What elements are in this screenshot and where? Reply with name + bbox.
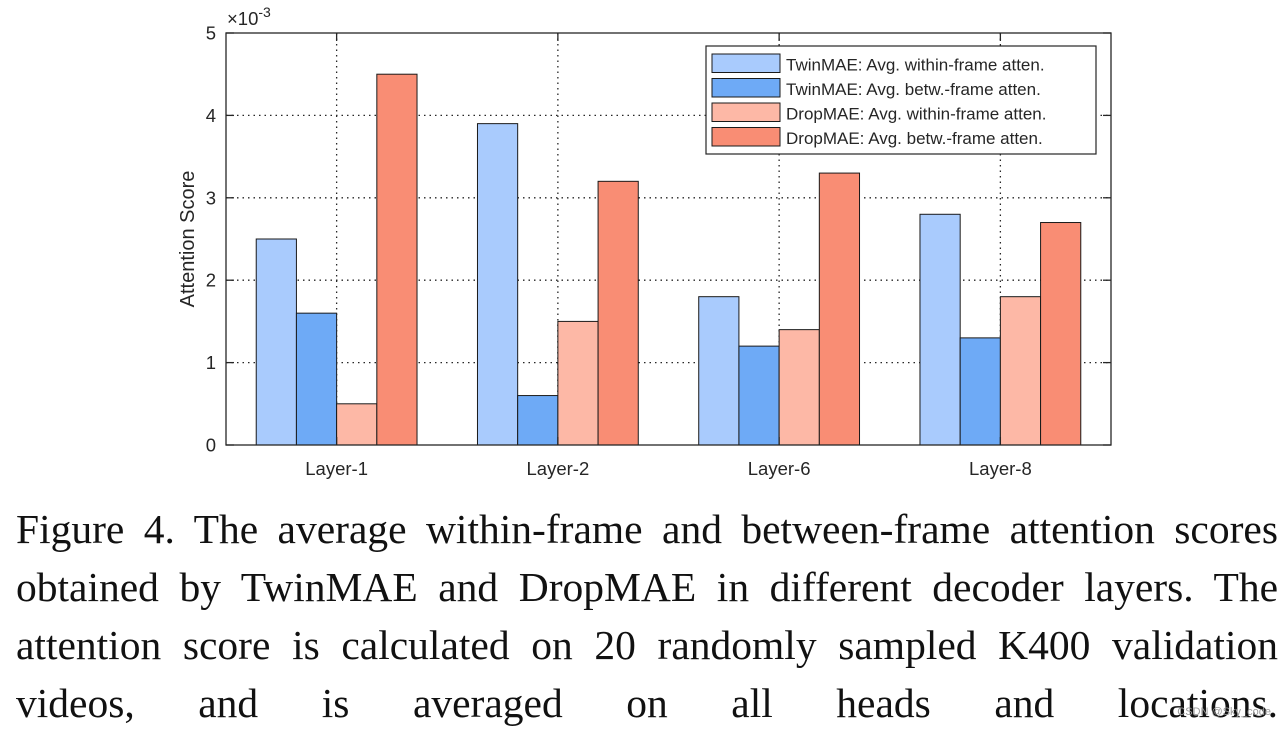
bar <box>698 296 740 446</box>
chart: 0 1 2 3 4 5 Layer-1 Layer-2 Layer-6 Layer-8 ×10-3 A… <box>177 4 1112 479</box>
bar <box>778 329 820 446</box>
bar <box>919 213 961 446</box>
bar <box>959 337 1001 446</box>
bar <box>597 180 639 446</box>
bar <box>476 123 519 446</box>
y-tick-label: 5 <box>206 23 216 44</box>
y-tick-label: 0 <box>206 435 216 456</box>
bar <box>557 320 599 446</box>
bar <box>517 395 559 446</box>
legend-label: DropMAE: Avg. betw.-frame atten. <box>786 129 1043 148</box>
bar <box>738 345 780 446</box>
y-multiplier-base: ×10 <box>227 8 258 29</box>
bar <box>376 73 418 446</box>
x-tick-label: Layer-2 <box>527 458 590 479</box>
y-axis-label: Attention Score <box>177 171 199 308</box>
watermark: CSDN @Sky_code <box>1177 706 1271 718</box>
bar <box>818 172 861 446</box>
legend-swatch <box>711 78 781 98</box>
bar <box>1040 222 1082 446</box>
y-multiplier-exponent: -3 <box>258 4 271 20</box>
x-tick-label: Layer-1 <box>305 458 368 479</box>
y-tick-label: 2 <box>206 270 216 291</box>
legend-label: TwinMAE: Avg. within-frame atten. <box>786 56 1045 75</box>
legend-swatch <box>711 127 781 147</box>
legend-label: TwinMAE: Avg. betw.-frame atten. <box>786 80 1041 99</box>
bar <box>255 238 297 446</box>
y-tick-label: 1 <box>206 352 216 373</box>
y-tick-label: 3 <box>206 187 216 208</box>
axes-box <box>225 32 1112 446</box>
y-multiplier: ×10-3 <box>227 4 271 29</box>
caption-label: Figure 4. <box>16 506 175 552</box>
legend-swatch <box>711 53 781 73</box>
figure-caption: Figure 4. The average within-frame and b… <box>16 500 1278 732</box>
y-tick-label: 4 <box>206 105 216 126</box>
caption-text: The average within-frame and between-fra… <box>16 506 1278 726</box>
bar-chart-svg: 0 1 2 3 4 5 Layer-1 Layer-2 Layer-6 Layer-8 ×10-3 A… <box>177 4 1112 479</box>
bar <box>295 312 338 446</box>
bar <box>336 403 378 446</box>
x-tick-label: Layer-8 <box>969 458 1032 479</box>
x-tick-label: Layer-6 <box>748 458 811 479</box>
legend-label: DropMAE: Avg. within-frame atten. <box>786 105 1046 124</box>
legend-swatch <box>711 102 781 122</box>
bar <box>999 296 1042 446</box>
